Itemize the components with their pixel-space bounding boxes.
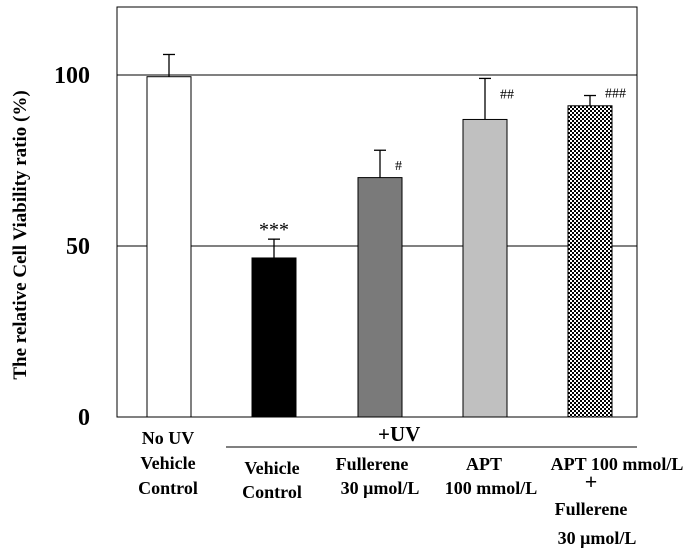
bar-4 [567,105,613,418]
y-axis-label: The relative Cell Viability ratio (%) [10,90,31,379]
y-tick-labels: 0 50 100 [54,63,90,431]
category-label-4-line-2: Fullerene [555,499,628,519]
y-tick-label-50: 50 [66,234,90,260]
significance-label-3: ## [500,87,514,102]
significance-label-1: *** [259,219,289,241]
significance-label-2: # [395,159,402,174]
category-label-1-line-1: Control [242,482,302,502]
bar-1 [251,257,297,418]
y-tick-label-100: 100 [54,63,90,89]
bar-0 [146,76,192,418]
category-label-0-line-0: No UV [142,428,195,448]
significance-label-4: ### [605,87,626,102]
category-label-4-line-0: APT 100 mmol/L [551,454,684,474]
category-label-0-line-1: Vehicle [140,453,195,473]
category-label-4-line-1: + [585,469,598,494]
category-label-0-line-2: Control [138,478,198,498]
bars: ***### ### [146,53,626,418]
category-label-2-line-1: 30 μmol/L [341,478,420,498]
bar-2 [357,177,403,418]
category-label-3-line-0: APT [466,454,502,474]
category-label-1-line-0: Vehicle [244,458,299,478]
category-label-2-line-0: Fullerene [336,454,409,474]
category-label-3-line-1: 100 mmol/L [445,478,538,498]
category-labels: No UV Vehicle Control Vehicle Control Fullere… [138,428,683,548]
y-tick-label-0: 0 [78,405,90,431]
bar-3 [462,118,508,418]
category-label-4-line-3: 30 μmol/L [558,528,637,548]
uv-group-label: +UV [378,422,420,446]
